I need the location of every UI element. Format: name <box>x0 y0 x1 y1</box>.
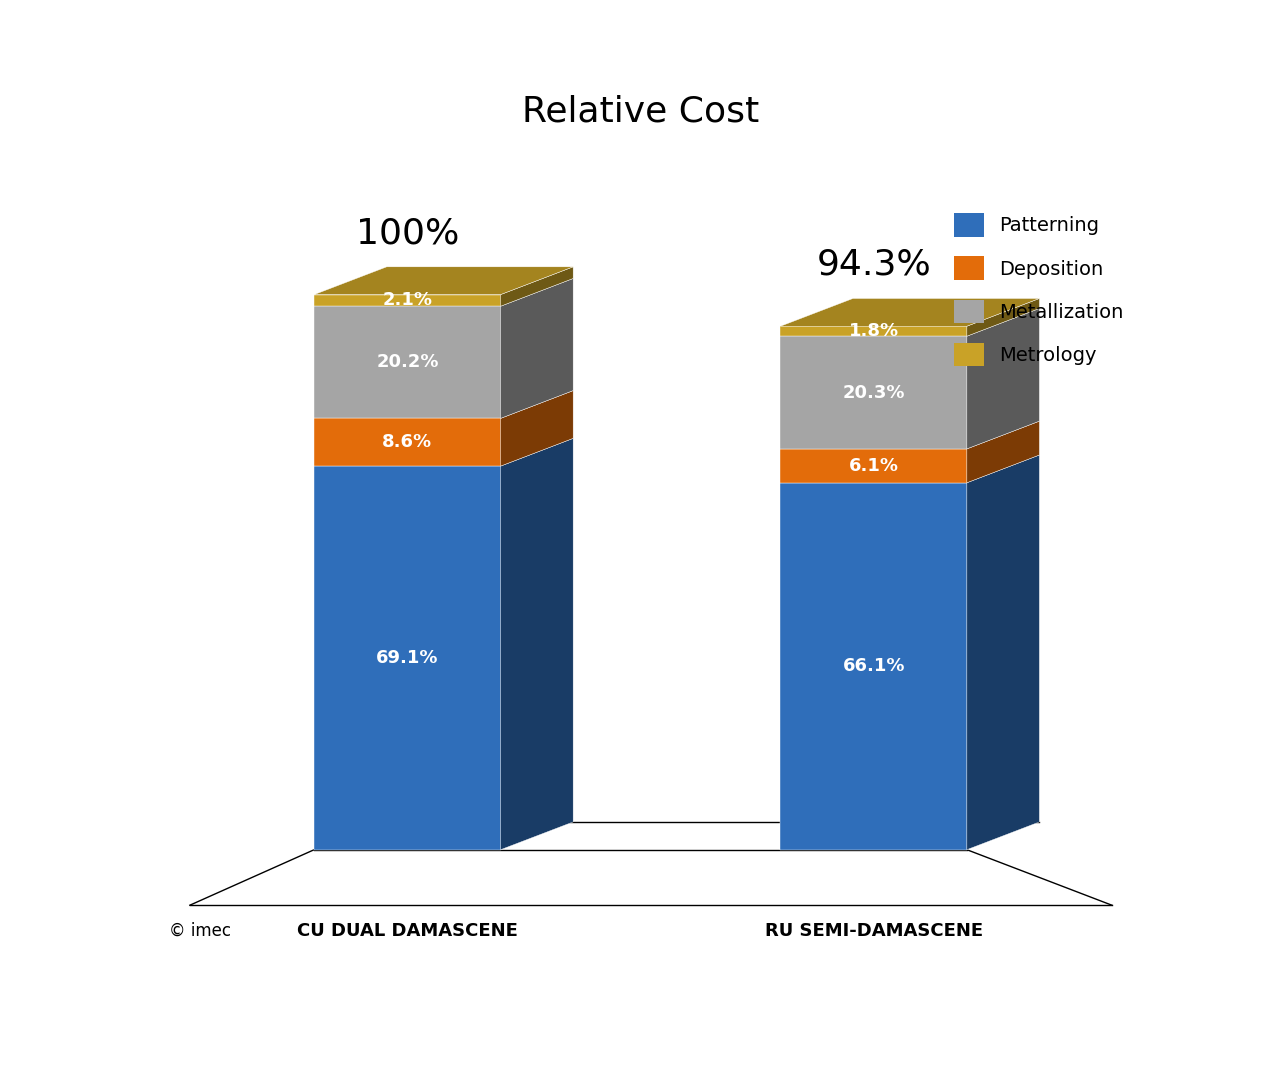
Polygon shape <box>966 308 1039 449</box>
Polygon shape <box>966 455 1039 849</box>
Text: 69.1%: 69.1% <box>376 649 438 667</box>
Text: 100%: 100% <box>356 217 458 250</box>
Polygon shape <box>780 336 966 449</box>
Polygon shape <box>314 294 500 306</box>
Text: 1.8%: 1.8% <box>848 322 899 340</box>
Text: 94.3%: 94.3% <box>817 248 931 282</box>
Text: RU SEMI-DAMASCENE: RU SEMI-DAMASCENE <box>765 922 983 940</box>
Text: 2.1%: 2.1% <box>382 291 432 309</box>
Polygon shape <box>500 439 573 849</box>
Polygon shape <box>314 466 500 849</box>
Text: 8.6%: 8.6% <box>382 433 433 451</box>
Polygon shape <box>314 418 500 466</box>
Text: CU DUAL DAMASCENE: CU DUAL DAMASCENE <box>297 922 518 940</box>
Text: 20.3%: 20.3% <box>842 383 906 401</box>
Text: © imec: © imec <box>169 922 231 940</box>
Polygon shape <box>314 306 500 418</box>
Polygon shape <box>780 327 966 336</box>
Text: 20.2%: 20.2% <box>376 353 438 371</box>
Polygon shape <box>314 267 573 294</box>
Text: 6.1%: 6.1% <box>848 457 899 475</box>
Polygon shape <box>500 267 573 306</box>
Polygon shape <box>780 299 1039 327</box>
Polygon shape <box>780 449 966 482</box>
Polygon shape <box>966 421 1039 482</box>
Text: Relative Cost: Relative Cost <box>522 94 759 128</box>
Polygon shape <box>780 482 966 849</box>
Polygon shape <box>500 391 573 466</box>
Legend: Patterning, Deposition, Metallization, Metrology: Patterning, Deposition, Metallization, M… <box>945 204 1133 377</box>
Polygon shape <box>500 278 573 418</box>
Text: 66.1%: 66.1% <box>842 657 906 675</box>
Polygon shape <box>966 299 1039 336</box>
